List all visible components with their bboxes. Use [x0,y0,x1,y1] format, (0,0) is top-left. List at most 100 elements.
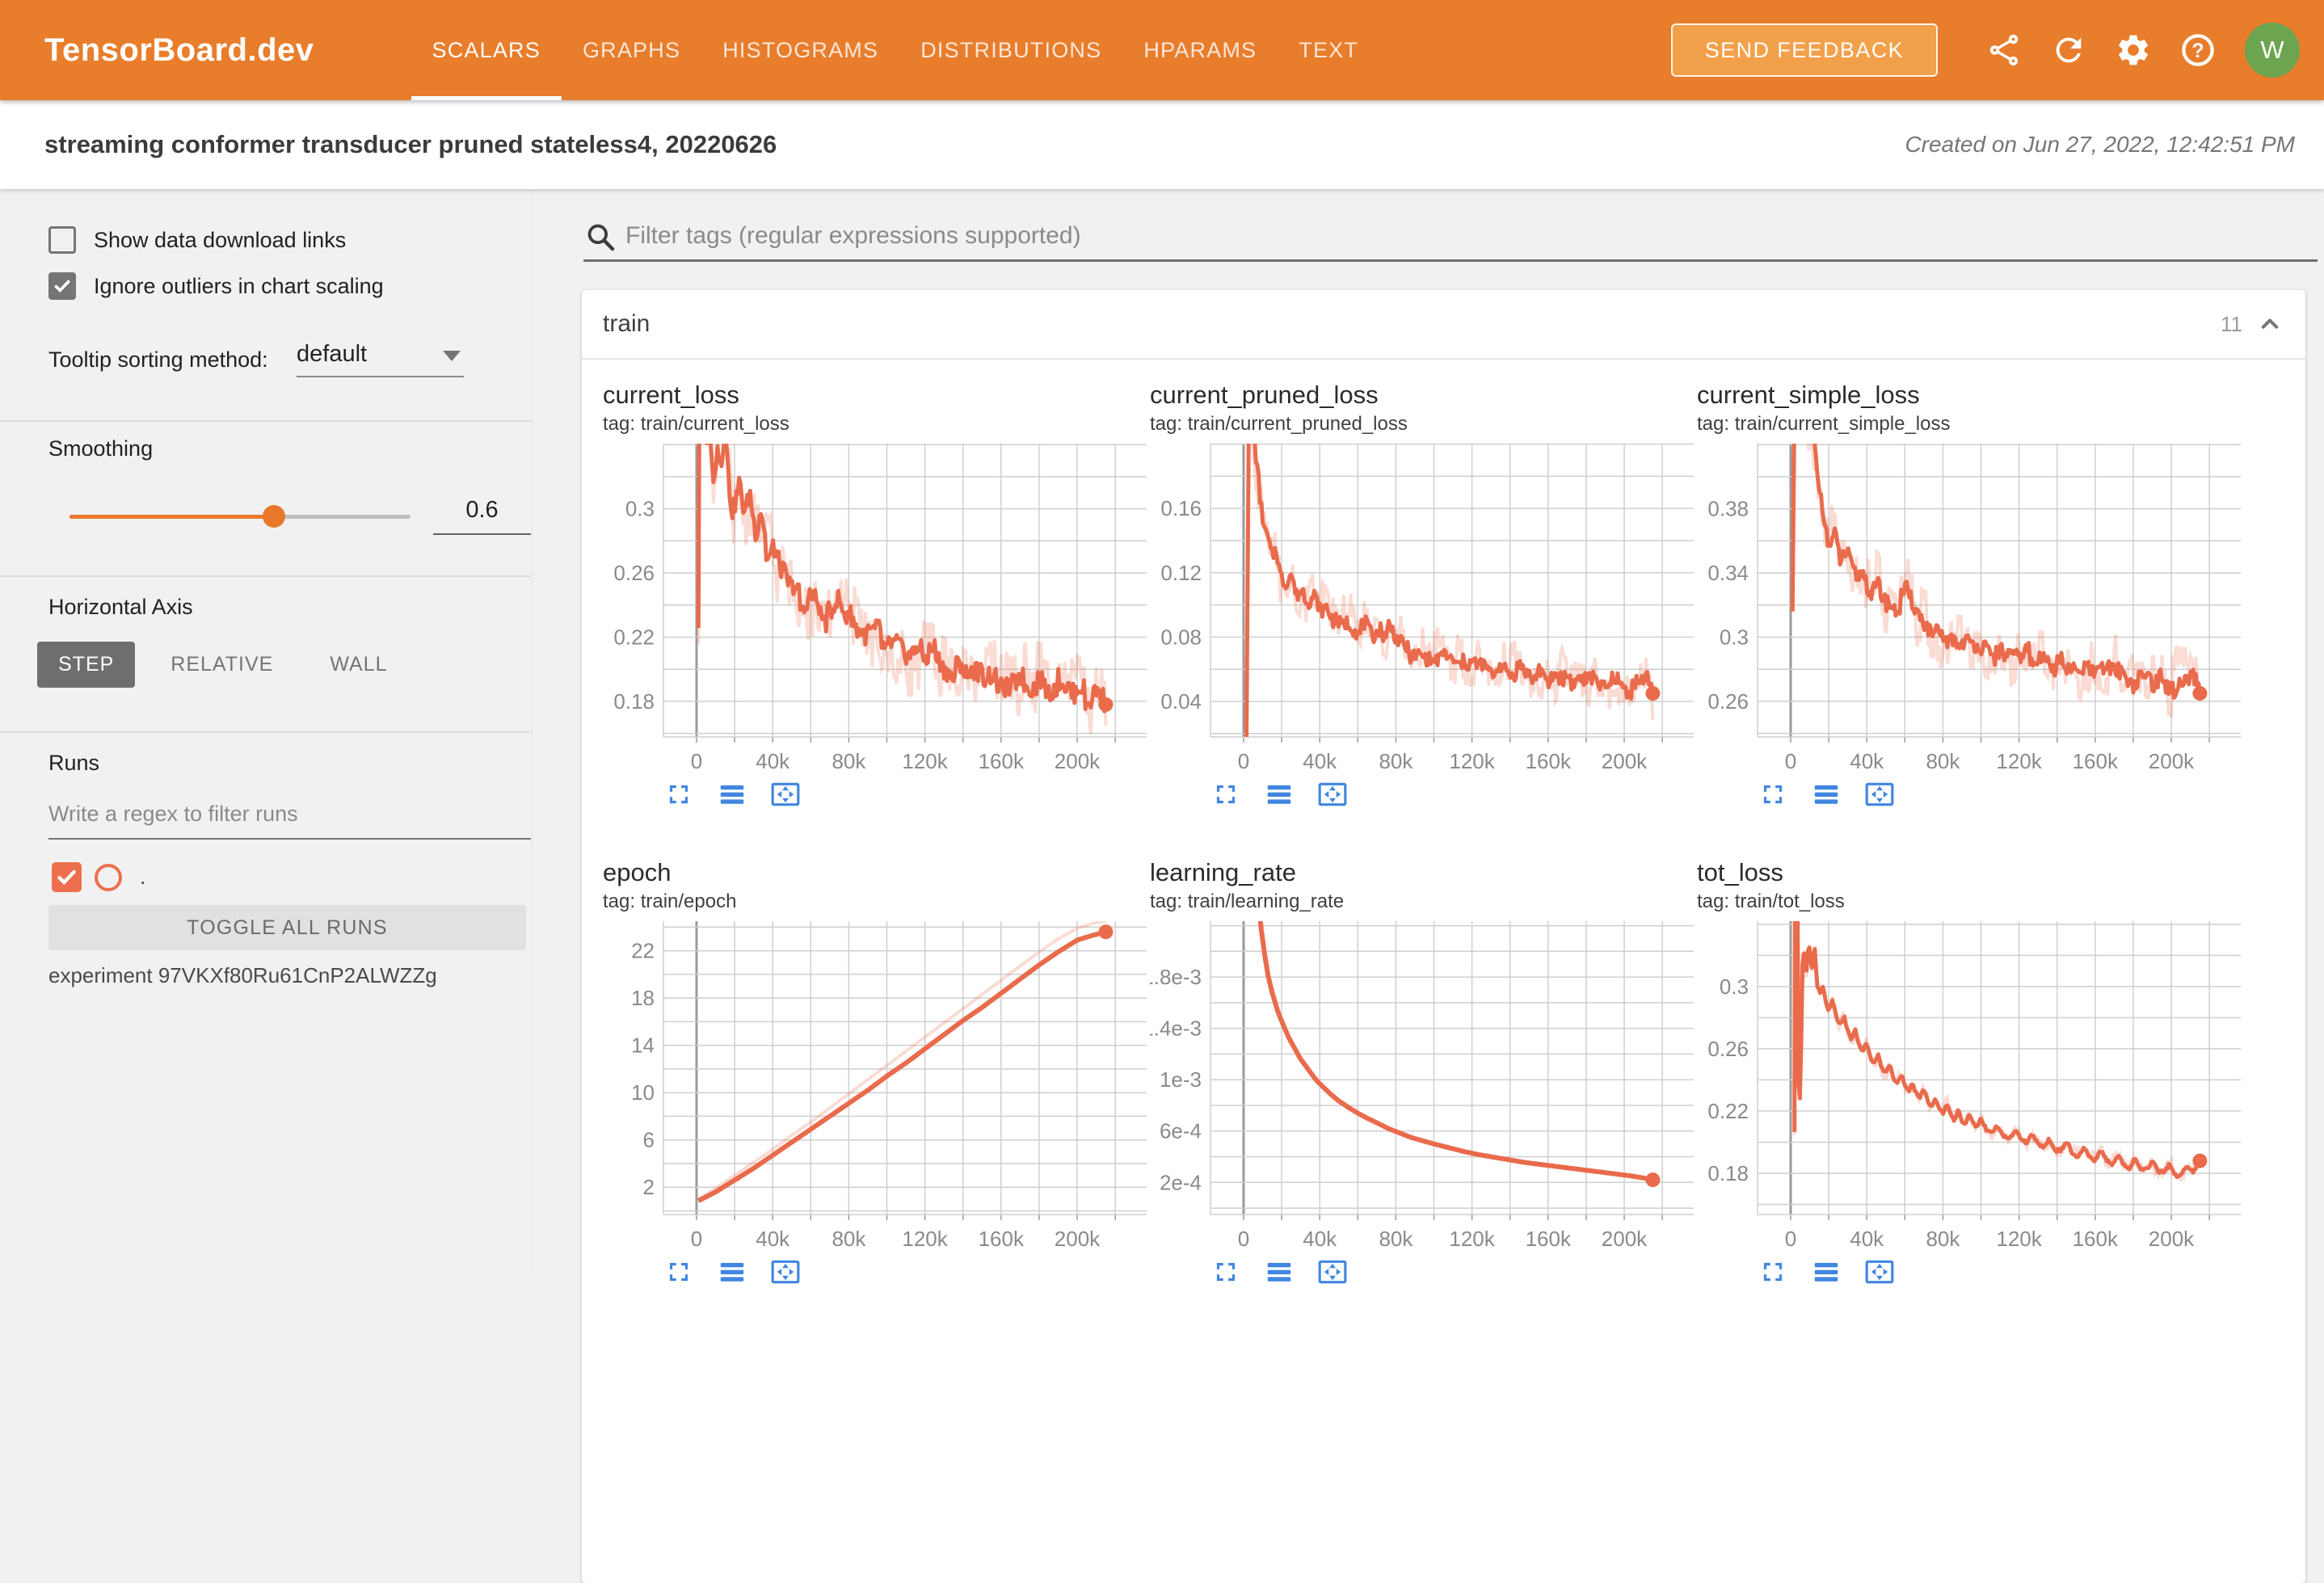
expand-chart-icon[interactable] [1210,1257,1241,1287]
axis-button-step[interactable]: STEP [37,642,136,688]
svg-text:200k: 200k [2149,749,2195,773]
chart-tag: tag: train/learning_rate [1150,890,1345,912]
data-table-icon[interactable] [1811,1257,1842,1287]
chart-toolbar [603,779,1150,810]
svg-text:0.34: 0.34 [1707,561,1749,585]
chevron-up-icon[interactable] [2255,309,2284,339]
chart-plot-current_loss[interactable]: 0 40k 80k 120k 160k 200k 0.3 0.26 0.22 0.18 [603,442,1150,777]
svg-text:0.08: 0.08 [1160,625,1202,649]
fit-to-view-icon[interactable] [770,779,801,810]
ignore-outliers-row: Ignore outliers in chart scaling [48,272,384,300]
svg-text:0: 0 [691,749,702,773]
expand-chart-icon[interactable] [1758,779,1788,810]
chart-card-current_loss: current_loss tag: train/current_loss 0 40k 8… [603,381,1150,810]
ignore-outliers-label: Ignore outliers in chart scaling [94,273,384,298]
fit-to-view-icon[interactable] [1864,1257,1895,1287]
send-feedback-button[interactable]: SEND FEEDBACK [1670,23,1938,77]
show-download-links-checkbox[interactable] [48,226,76,254]
tag-filter-input[interactable] [583,212,2318,262]
tab-hparams[interactable]: HPARAMS [1143,37,1257,62]
runs-filter-input[interactable] [48,802,531,840]
svg-text:160k: 160k [2073,749,2119,773]
svg-text:200k: 200k [2149,1227,2195,1251]
chart-toolbar [1697,1257,2244,1287]
tooltip-sorting-value: default [297,341,368,367]
run-color-radio[interactable] [95,863,122,891]
chart-toolbar [1150,1257,1697,1287]
refresh-icon[interactable] [2050,32,2087,69]
chart-toolbar [603,1257,1150,1287]
svg-text:6e-4: 6e-4 [1160,1119,1202,1143]
expand-chart-icon[interactable] [1758,1257,1788,1287]
toggle-all-runs-button[interactable]: TOGGLE ALL RUNS [48,905,526,950]
tooltip-sorting-dropdown[interactable]: default [297,341,464,377]
ignore-outliers-checkbox[interactable] [48,272,76,300]
expand-chart-icon[interactable] [663,1257,694,1287]
svg-text:200k: 200k [1602,1227,1648,1251]
svg-text:0.22: 0.22 [1707,1099,1749,1123]
help-icon[interactable]: ? [2179,32,2217,69]
data-table-icon[interactable] [1264,1257,1295,1287]
svg-text:120k: 120k [1996,1227,2042,1251]
settings-icon[interactable] [2115,32,2152,69]
horizontal-axis-buttons: STEP RELATIVE WALL [37,642,423,688]
svg-text:80k: 80k [832,1227,866,1251]
chart-plot-current_simple_loss[interactable]: 0 40k 80k 120k 160k 200k 0.38 0.34 0.3 0.26 [1697,442,2244,777]
svg-text:0.18: 0.18 [1707,1161,1749,1185]
svg-text:0: 0 [1785,1227,1796,1251]
main-nav: SCALARS GRAPHS HISTOGRAMS DISTRIBUTIONS HPAR… [410,0,1380,100]
expand-chart-icon[interactable] [1210,779,1241,810]
fit-to-view-icon[interactable] [770,1257,801,1287]
svg-text:?: ? [2191,40,2204,62]
slider-fill [69,515,275,519]
train-section-header[interactable]: train 11 [582,290,2305,360]
share-icon[interactable] [1985,32,2023,69]
chart-toolbar [1150,779,1697,810]
fit-to-view-icon[interactable] [1317,779,1348,810]
chart-plot-current_pruned_loss[interactable]: 0 40k 80k 120k 160k 200k 0.16 0.12 0.08 0.04 [1150,442,1697,777]
chart-plot-tot_loss[interactable]: 0 40k 80k 120k 160k 200k 0.3 0.26 0.22 0.18 [1697,920,2244,1255]
svg-text:120k: 120k [1449,1227,1495,1251]
tab-scalars[interactable]: SCALARS [410,0,562,100]
axis-button-relative[interactable]: RELATIVE [171,653,274,676]
chart-card-epoch: epoch tag: train/epoch 0 40k 80k 120k 160k 200k… [603,858,1150,1287]
tab-graphs[interactable]: GRAPHS [582,37,681,62]
svg-text:40k: 40k [1850,749,1884,773]
run-row[interactable]: . [52,862,146,892]
svg-text:22: 22 [631,939,655,963]
expand-chart-icon[interactable] [663,779,694,810]
svg-text:80k: 80k [1926,749,1960,773]
tab-text[interactable]: TEXT [1299,37,1359,62]
slider-thumb[interactable] [263,505,286,528]
data-table-icon[interactable] [717,779,747,810]
svg-text:0.12: 0.12 [1160,561,1202,585]
svg-text:2: 2 [643,1175,655,1199]
smoothing-slider[interactable] [69,505,410,528]
chart-tag: tag: train/tot_loss [1697,890,1845,912]
svg-text:40k: 40k [756,749,790,773]
runs-filter-row [0,802,531,842]
tab-distributions[interactable]: DISTRIBUTIONS [920,37,1102,62]
run-checkbox[interactable] [52,862,82,892]
svg-text:160k: 160k [1526,1227,1572,1251]
data-table-icon[interactable] [1264,779,1295,810]
data-table-icon[interactable] [1811,779,1842,810]
tab-histograms[interactable]: HISTOGRAMS [722,37,879,62]
chart-plot-epoch[interactable]: 0 40k 80k 120k 160k 200k 22 18 14 10 6 2 [603,920,1150,1255]
svg-text:1e-3: 1e-3 [1160,1067,1202,1092]
tooltip-sorting-label: Tooltip sorting method: [48,347,268,372]
fit-to-view-icon[interactable] [1864,779,1895,810]
svg-text:0.3: 0.3 [625,497,655,521]
avatar[interactable]: W [2245,23,2300,78]
section-chart-count: 11 [2221,311,2242,336]
chart-title: current_loss [603,381,739,409]
svg-text:160k: 160k [979,1227,1025,1251]
chart-plot-learning_rate[interactable]: 0 40k 80k 120k 160k 200k 1.8e-3 1.4e-3 1e-3 6e-4 2… [1150,920,1697,1255]
smoothing-value-field[interactable]: 0.6 [433,497,531,535]
svg-text:0.04: 0.04 [1160,689,1202,714]
data-table-icon[interactable] [717,1257,747,1287]
axis-button-wall[interactable]: WALL [330,653,388,676]
chart-title: epoch [603,858,672,886]
fit-to-view-icon[interactable] [1317,1257,1348,1287]
svg-text:6: 6 [643,1128,655,1152]
